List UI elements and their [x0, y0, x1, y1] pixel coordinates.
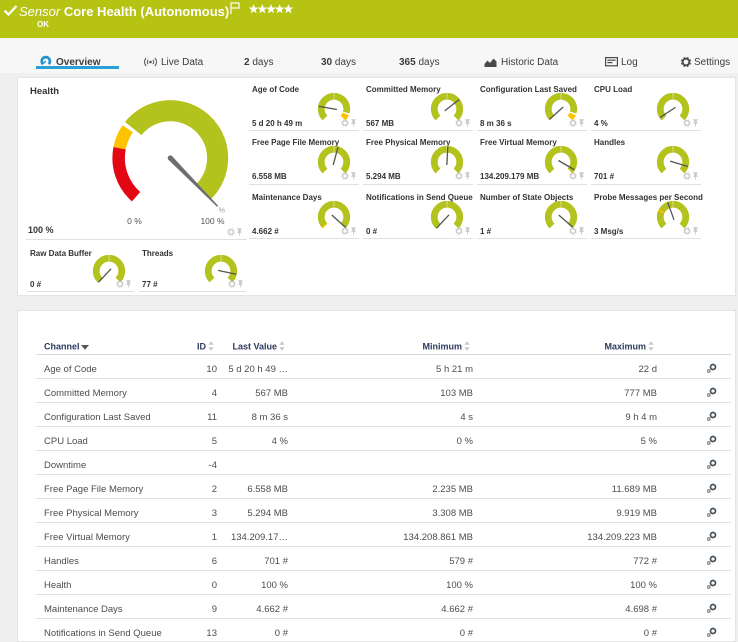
svg-text:772 #: 772 # — [633, 556, 657, 567]
svg-text:Downtime: Downtime — [44, 460, 86, 471]
svg-text:0 #: 0 # — [460, 628, 474, 639]
svg-text:Last Value: Last Value — [232, 342, 277, 352]
svg-text:567 MB: 567 MB — [255, 388, 288, 399]
svg-text:%: % — [219, 207, 225, 214]
svg-text:4 s: 4 s — [460, 412, 473, 423]
svg-text:13: 13 — [206, 628, 217, 639]
svg-text:10: 10 — [206, 364, 217, 375]
svg-text:22 d: 22 d — [639, 364, 658, 375]
svg-text:Committed Memory: Committed Memory — [44, 388, 127, 399]
svg-text:CPU Load: CPU Load — [44, 436, 88, 447]
svg-text:Handles: Handles — [44, 556, 79, 567]
svg-text:100 %: 100 % — [261, 580, 288, 591]
svg-text:4: 4 — [212, 388, 217, 399]
svg-text:4.662 #: 4.662 # — [441, 604, 473, 615]
svg-text:4.698 #: 4.698 # — [625, 604, 657, 615]
svg-text:5 h 21 m: 5 h 21 m — [436, 364, 473, 375]
svg-text:4 %: 4 % — [272, 436, 289, 447]
svg-text:134.209.223 MB: 134.209.223 MB — [587, 532, 657, 543]
svg-text:5 d 20 h 49 …: 5 d 20 h 49 … — [228, 364, 288, 375]
svg-text:9: 9 — [212, 604, 217, 615]
svg-text:Notifications in Send Queue: Notifications in Send Queue — [44, 628, 162, 639]
svg-text:0 #: 0 # — [275, 628, 289, 639]
svg-text:777 MB: 777 MB — [624, 388, 657, 399]
svg-text:701 #: 701 # — [264, 556, 288, 567]
svg-text:3: 3 — [212, 508, 217, 519]
svg-text:0 #: 0 # — [644, 628, 658, 639]
svg-text:Age of Code: Age of Code — [44, 364, 97, 375]
svg-text:8 m 36 s: 8 m 36 s — [252, 412, 289, 423]
svg-text:2.235 MB: 2.235 MB — [432, 484, 473, 495]
svg-text:5.294 MB: 5.294 MB — [247, 508, 288, 519]
svg-text:9 h 4 m: 9 h 4 m — [625, 412, 657, 423]
svg-text:Free Page File Memory: Free Page File Memory — [44, 484, 144, 495]
svg-text:3.308 MB: 3.308 MB — [432, 508, 473, 519]
svg-text:ID: ID — [197, 342, 207, 352]
svg-text:Free Virtual Memory: Free Virtual Memory — [44, 532, 130, 543]
svg-text:2: 2 — [212, 484, 217, 495]
svg-text:11: 11 — [207, 412, 217, 423]
svg-text:6: 6 — [212, 556, 217, 567]
svg-text:579 #: 579 # — [449, 556, 473, 567]
svg-text:6.558 MB: 6.558 MB — [247, 484, 288, 495]
svg-text:-4: -4 — [209, 460, 217, 471]
svg-text:100 %: 100 % — [630, 580, 657, 591]
svg-text:0 %: 0 % — [457, 436, 474, 447]
svg-text:103 MB: 103 MB — [440, 388, 473, 399]
svg-text:5: 5 — [212, 436, 217, 447]
svg-text:4.662 #: 4.662 # — [256, 604, 288, 615]
svg-text:1: 1 — [212, 532, 217, 543]
svg-text:Free Physical Memory: Free Physical Memory — [44, 508, 139, 519]
svg-text:134.209.17…: 134.209.17… — [231, 532, 288, 543]
svg-text:5 %: 5 % — [641, 436, 658, 447]
svg-text:Health: Health — [44, 580, 71, 591]
svg-text:Maximum: Maximum — [604, 342, 646, 352]
svg-text:0: 0 — [212, 580, 217, 591]
svg-text:Minimum: Minimum — [423, 342, 463, 352]
svg-text:Maintenance Days: Maintenance Days — [44, 604, 123, 615]
svg-text:100 %: 100 % — [446, 580, 473, 591]
svg-text:134.208.861 MB: 134.208.861 MB — [403, 532, 473, 543]
svg-text:Channel: Channel — [44, 342, 80, 352]
svg-text:11.689 MB: 11.689 MB — [612, 484, 657, 495]
svg-text:9.919 MB: 9.919 MB — [616, 508, 657, 519]
svg-text:Configuration Last Saved: Configuration Last Saved — [44, 412, 151, 423]
